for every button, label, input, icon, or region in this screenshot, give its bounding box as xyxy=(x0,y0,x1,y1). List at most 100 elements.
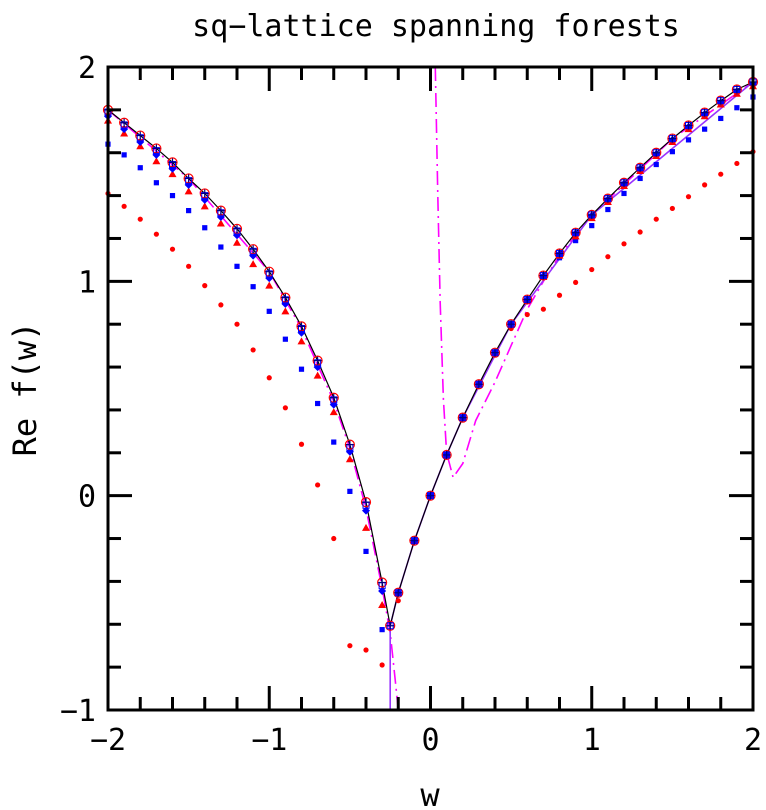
data-point xyxy=(702,126,708,132)
data-point xyxy=(298,366,305,372)
data-point xyxy=(718,171,724,177)
asymptotic-curve xyxy=(389,81,754,710)
data-point xyxy=(732,85,741,94)
data-point xyxy=(589,223,595,229)
y-tick-label: 2 xyxy=(78,51,96,86)
data-point xyxy=(329,393,338,402)
data-point xyxy=(702,182,708,188)
x-tick-label: 2 xyxy=(744,723,762,758)
data-point xyxy=(605,254,611,260)
data-point xyxy=(573,238,579,244)
data-point xyxy=(250,284,256,290)
data-point xyxy=(233,238,241,246)
chart-title: sq−lattice spanning forests xyxy=(192,9,680,44)
data-point xyxy=(313,356,322,365)
data-point xyxy=(620,178,628,187)
data-point xyxy=(183,173,194,184)
data-point xyxy=(297,322,306,331)
data-point xyxy=(215,205,226,216)
data-point xyxy=(345,440,354,449)
data-point xyxy=(621,190,627,197)
data-point xyxy=(297,337,306,345)
data-point xyxy=(167,157,178,168)
data-point xyxy=(474,380,483,389)
data-point xyxy=(603,194,612,203)
data-point xyxy=(734,160,740,167)
data-point xyxy=(184,174,193,183)
data-point xyxy=(280,292,291,303)
data-point xyxy=(669,205,675,212)
data-point xyxy=(200,189,209,198)
data-point xyxy=(363,647,369,653)
data-point xyxy=(457,412,468,423)
data-point xyxy=(168,170,177,178)
data-point xyxy=(409,535,420,546)
data-point xyxy=(394,588,403,597)
x-tick-label: 1 xyxy=(583,723,601,758)
data-point xyxy=(186,208,192,214)
data-point xyxy=(137,216,143,222)
x-axis-label: w xyxy=(420,776,440,810)
data-point xyxy=(637,229,643,235)
data-point xyxy=(378,578,387,587)
data-point xyxy=(266,375,272,381)
data-point xyxy=(202,225,208,231)
data-point xyxy=(328,392,339,403)
data-point xyxy=(386,621,395,630)
data-point xyxy=(589,266,595,273)
data-point xyxy=(539,271,548,280)
data-point xyxy=(605,206,611,213)
data-point xyxy=(200,202,209,210)
data-point xyxy=(249,245,258,254)
data-point xyxy=(347,488,353,494)
data-point xyxy=(699,107,710,118)
data-point xyxy=(199,188,210,199)
data-point xyxy=(234,263,240,269)
asymptotic-curve xyxy=(107,109,400,711)
data-point xyxy=(152,144,161,153)
data-point xyxy=(700,108,709,117)
data-point xyxy=(296,321,307,332)
data-point xyxy=(458,413,467,422)
data-point xyxy=(120,118,129,127)
data-point xyxy=(360,496,372,508)
data-point xyxy=(734,105,740,111)
y-tick-label: 1 xyxy=(78,265,96,300)
data-point xyxy=(266,308,272,314)
data-point xyxy=(668,134,677,143)
data-point xyxy=(362,523,370,531)
data-point xyxy=(363,548,369,554)
data-point xyxy=(312,355,323,366)
data-point xyxy=(718,115,724,122)
data-point xyxy=(377,577,388,588)
data-point xyxy=(248,244,259,255)
data-point xyxy=(345,447,354,456)
data-point xyxy=(555,249,564,258)
data-point xyxy=(344,439,355,450)
data-point xyxy=(635,162,646,173)
data-point xyxy=(233,224,241,233)
data-point xyxy=(169,193,176,199)
data-point xyxy=(345,455,354,463)
data-point xyxy=(265,281,274,289)
data-point xyxy=(507,320,516,329)
data-point xyxy=(587,210,596,219)
data-point xyxy=(379,662,385,668)
data-point xyxy=(556,292,563,298)
data-point xyxy=(152,157,161,165)
data-point xyxy=(669,149,675,155)
data-point xyxy=(216,206,225,215)
data-point xyxy=(362,498,370,507)
data-point xyxy=(135,130,146,141)
data-point xyxy=(250,347,256,353)
data-point xyxy=(506,319,517,330)
data-point xyxy=(651,147,662,158)
data-point xyxy=(186,263,192,269)
data-point xyxy=(184,187,193,195)
data-point xyxy=(234,321,240,327)
data-point xyxy=(231,223,243,234)
data-point xyxy=(119,117,130,128)
data-point xyxy=(716,96,725,105)
data-point xyxy=(265,267,274,276)
data-point xyxy=(137,165,143,171)
